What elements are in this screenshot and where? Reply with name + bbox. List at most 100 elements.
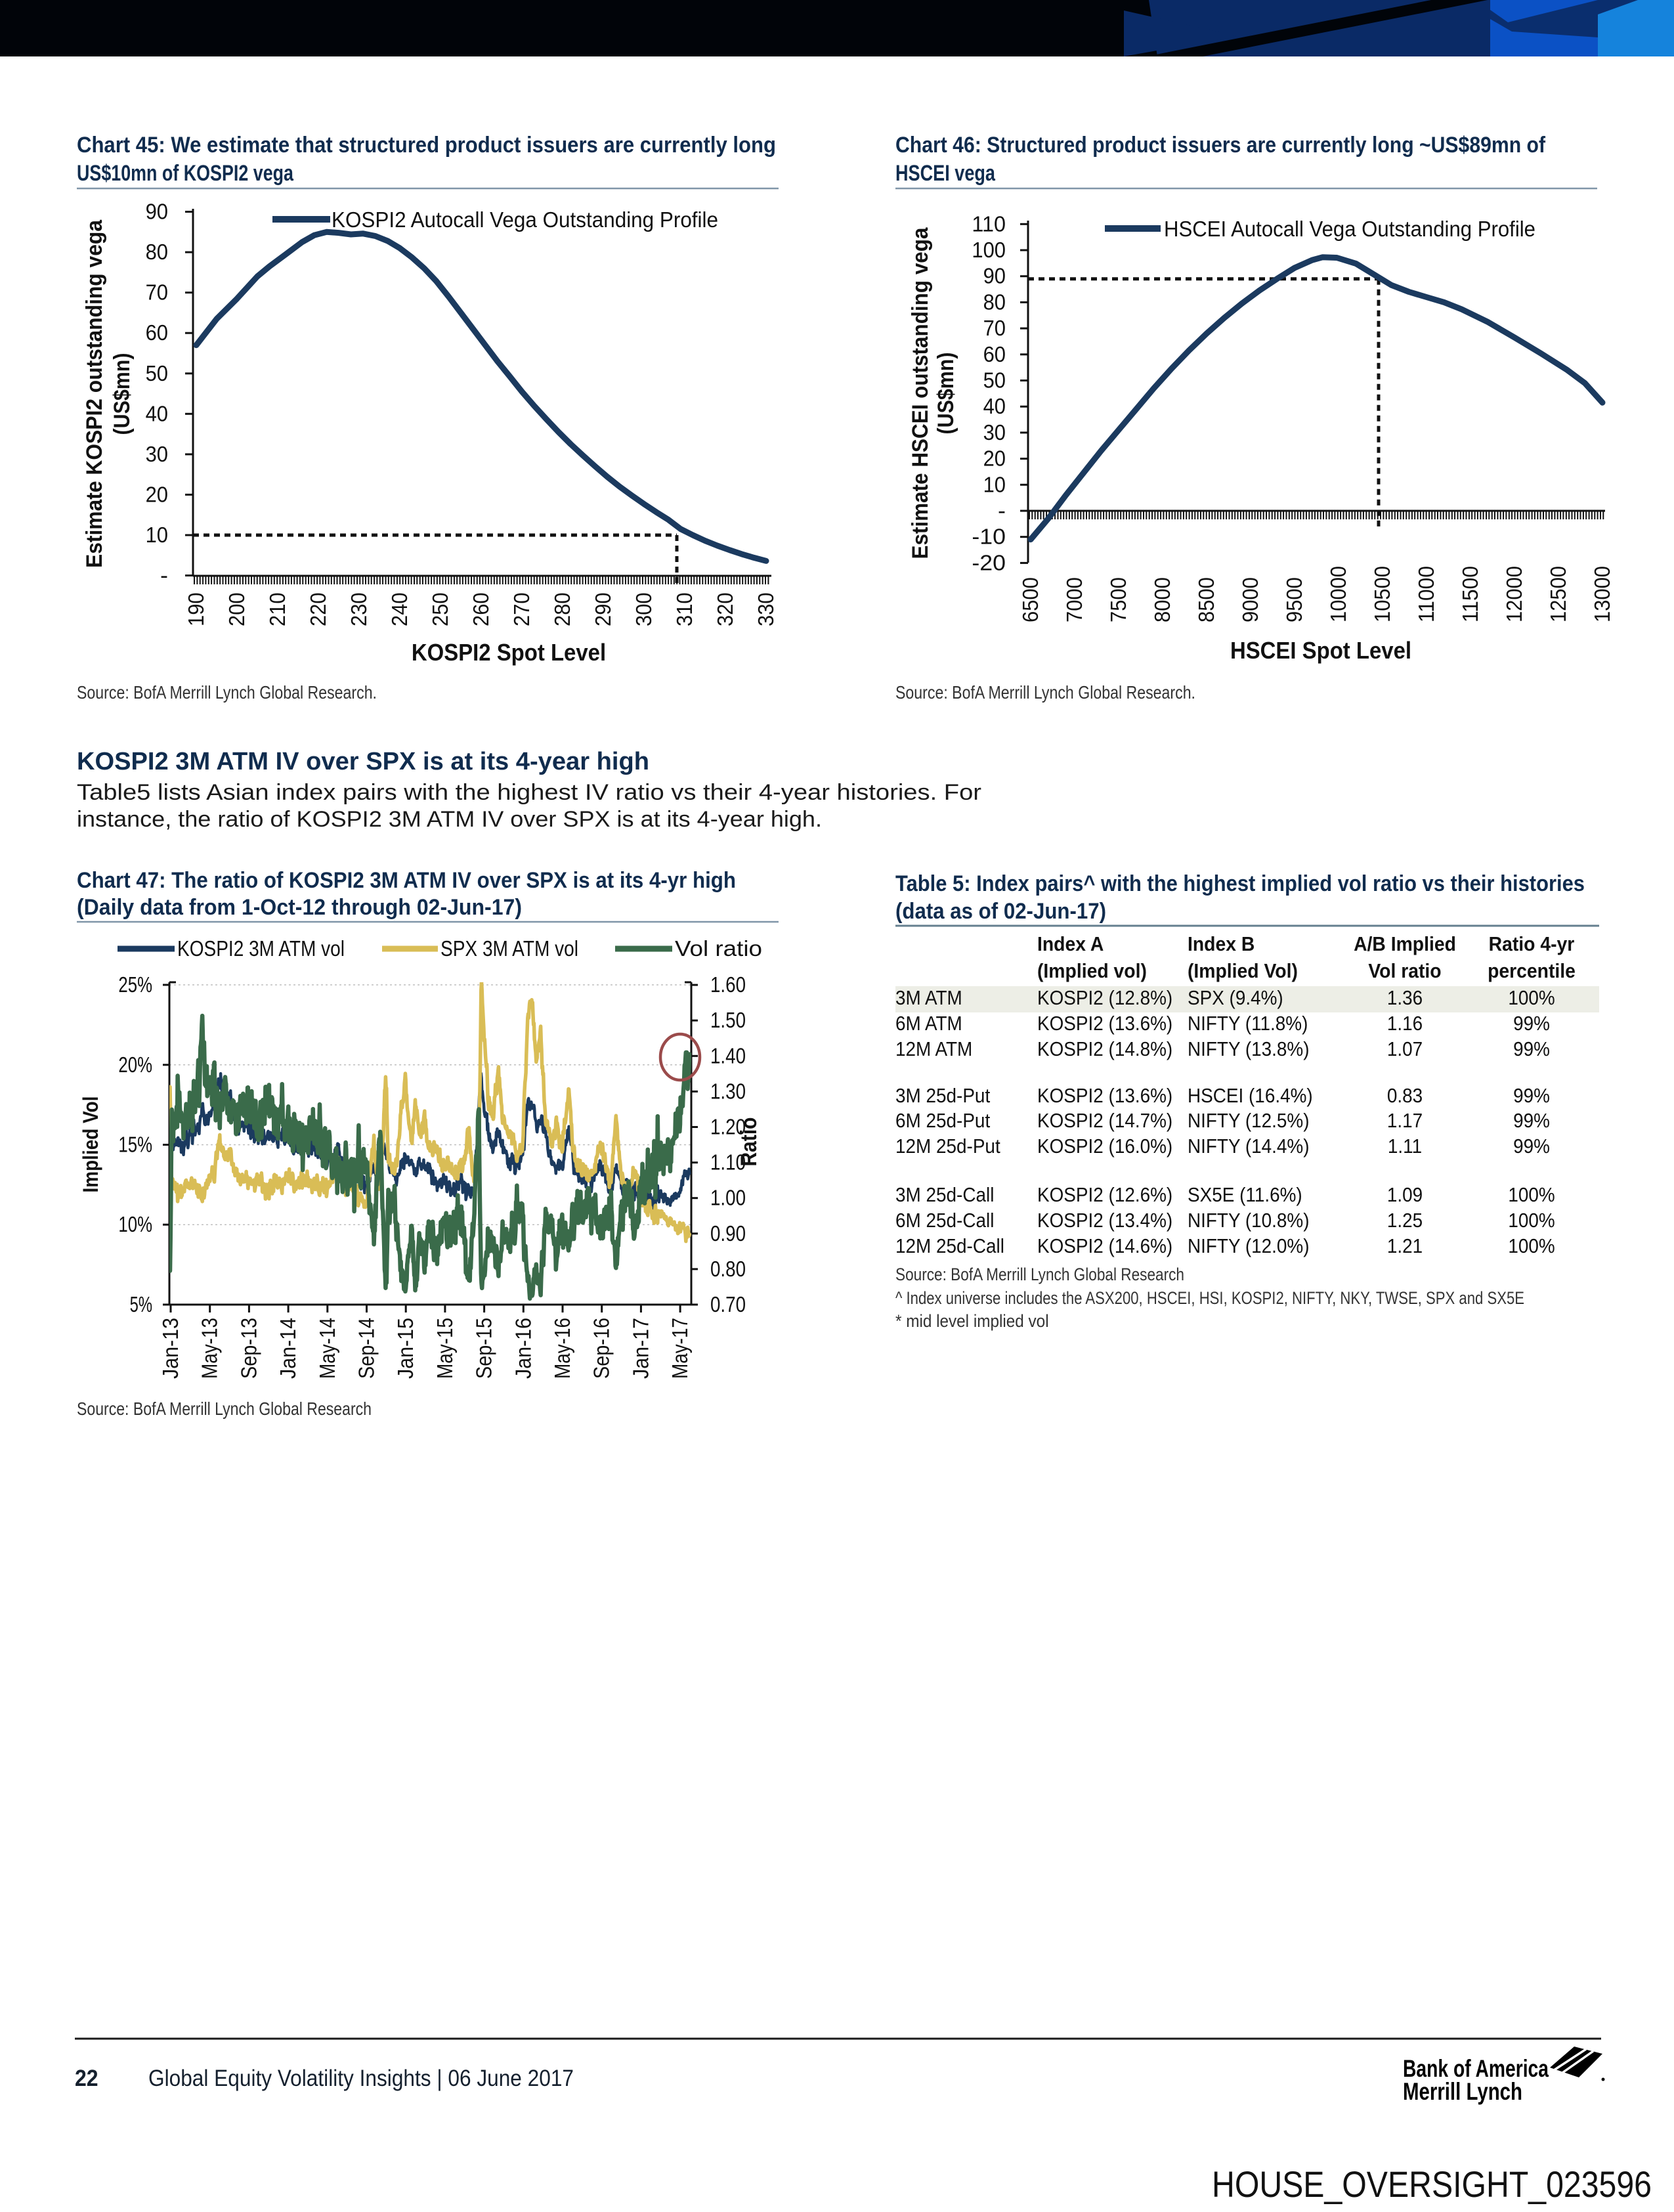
svg-text:NIFTY (11.8%): NIFTY (11.8%) (1188, 1012, 1308, 1035)
svg-text:1.40: 1.40 (710, 1043, 746, 1068)
svg-text:^ Index universe includes the: ^ Index universe includes the ASX200, HS… (895, 1288, 1524, 1308)
svg-text:11500: 11500 (1458, 566, 1482, 622)
svg-text:10: 10 (146, 523, 168, 547)
svg-text:SPX (9.4%): SPX (9.4%) (1188, 986, 1283, 1009)
svg-text:1.09: 1.09 (1387, 1183, 1423, 1206)
svg-text:12000: 12000 (1502, 566, 1526, 622)
svg-text:20: 20 (983, 446, 1006, 471)
svg-text:22: 22 (75, 2066, 98, 2091)
svg-text:5%: 5% (130, 1292, 152, 1316)
svg-text:(Daily data from 1-Oct-12 thro: (Daily data from 1-Oct-12 through 02-Jun… (77, 895, 522, 920)
svg-text:0.80: 0.80 (710, 1257, 746, 1281)
svg-text:(US$mn): (US$mn) (110, 353, 135, 435)
svg-text:10: 10 (983, 472, 1006, 496)
svg-text:30: 30 (983, 420, 1006, 445)
svg-text:100%: 100% (1508, 986, 1555, 1009)
svg-text:280: 280 (550, 592, 574, 626)
svg-text:30: 30 (146, 442, 168, 466)
svg-text:90: 90 (146, 200, 168, 224)
svg-text:Vol ratio: Vol ratio (675, 936, 762, 961)
svg-text:Source: BofA Merrill Lynch Glo: Source: BofA Merrill Lynch Global Resear… (895, 1265, 1184, 1284)
svg-text:12M 25d-Call: 12M 25d-Call (895, 1234, 1004, 1257)
svg-text:25%: 25% (118, 972, 152, 997)
svg-text:Source: BofA Merrill Lynch Glo: Source: BofA Merrill Lynch Global Resear… (77, 1399, 372, 1419)
svg-text:1.20: 1.20 (710, 1115, 746, 1139)
svg-text:Chart 45: We estimate that str: Chart 45: We estimate that structured pr… (77, 133, 776, 158)
svg-text:7000: 7000 (1062, 577, 1086, 622)
svg-text:99%: 99% (1513, 1084, 1550, 1107)
svg-text:KOSPI2 (13.4%): KOSPI2 (13.4%) (1037, 1209, 1172, 1232)
svg-text:Sep-15: Sep-15 (472, 1318, 496, 1379)
svg-text:99%: 99% (1513, 1135, 1550, 1158)
svg-text:8000: 8000 (1150, 577, 1174, 622)
svg-text:Ratio: Ratio (737, 1117, 762, 1167)
svg-text:KOSPI2 (14.6%): KOSPI2 (14.6%) (1037, 1234, 1172, 1257)
svg-text:6500: 6500 (1018, 577, 1042, 622)
svg-text:NIFTY (13.8%): NIFTY (13.8%) (1188, 1037, 1310, 1060)
svg-text:KOSPI2 (14.7%): KOSPI2 (14.7%) (1037, 1109, 1172, 1132)
svg-text:Jan-13: Jan-13 (158, 1318, 182, 1379)
svg-text:1.11: 1.11 (1388, 1135, 1422, 1158)
svg-text:A/B Implied: A/B Implied (1354, 932, 1456, 955)
svg-text:1.17: 1.17 (1387, 1109, 1423, 1132)
svg-text:Jan-15: Jan-15 (393, 1318, 418, 1379)
svg-text:SPX 3M ATM vol: SPX 3M ATM vol (440, 936, 578, 961)
svg-text:KOSPI2 (14.8%): KOSPI2 (14.8%) (1037, 1037, 1172, 1060)
svg-text:Global Equity Volatility Insig: Global Equity Volatility Insights | 06 J… (148, 2066, 574, 2091)
svg-text:KOSPI2 (13.6%): KOSPI2 (13.6%) (1037, 1084, 1172, 1107)
svg-text:3M ATM: 3M ATM (895, 986, 962, 1009)
svg-text:Sep-13: Sep-13 (236, 1318, 261, 1379)
svg-text:40: 40 (983, 394, 1006, 418)
svg-text:9500: 9500 (1282, 577, 1306, 622)
svg-text:KOSPI2 3M ATM IV over SPX is a: KOSPI2 3M ATM IV over SPX is at its 4-ye… (77, 748, 649, 775)
svg-text:99%: 99% (1513, 1109, 1550, 1132)
svg-text:Jan-17: Jan-17 (628, 1318, 653, 1379)
svg-text:-10: -10 (972, 525, 1006, 549)
svg-text:10000: 10000 (1326, 566, 1350, 622)
svg-text:Vol ratio: Vol ratio (1368, 959, 1441, 982)
svg-text:Chart 47: The ratio of KOSPI2: Chart 47: The ratio of KOSPI2 3M ATM IV … (77, 868, 736, 893)
svg-text:US$10mn of KOSPI2 vega: US$10mn of KOSPI2 vega (77, 161, 294, 186)
svg-text:12500: 12500 (1546, 566, 1570, 622)
svg-text:KOSPI2 (12.8%): KOSPI2 (12.8%) (1037, 986, 1172, 1009)
svg-text:1.07: 1.07 (1387, 1037, 1423, 1060)
svg-text:40: 40 (146, 401, 168, 425)
svg-text:220: 220 (306, 592, 330, 626)
svg-text:1.36: 1.36 (1387, 986, 1423, 1009)
svg-text:50: 50 (146, 361, 168, 385)
svg-text:110: 110 (972, 211, 1006, 236)
svg-text:300: 300 (632, 592, 656, 626)
svg-text:3M 25d-Put: 3M 25d-Put (895, 1084, 991, 1107)
svg-text:Source: BofA Merrill Lynch Glo: Source: BofA Merrill Lynch Global Resear… (895, 682, 1195, 703)
svg-text:1.30: 1.30 (710, 1079, 746, 1103)
svg-text:(Implied vol): (Implied vol) (1037, 959, 1147, 982)
svg-text:50: 50 (983, 368, 1006, 393)
svg-text:1.16: 1.16 (1387, 1012, 1423, 1035)
svg-text:KOSPI2 (13.6%): KOSPI2 (13.6%) (1037, 1012, 1172, 1035)
svg-text:Table 5: Index pairs^ with the: Table 5: Index pairs^ with the highest i… (895, 871, 1585, 896)
svg-text:percentile: percentile (1488, 959, 1576, 982)
svg-text:12M ATM: 12M ATM (895, 1037, 972, 1060)
svg-text:11000: 11000 (1414, 566, 1438, 622)
svg-text:KOSPI2 Spot Level: KOSPI2 Spot Level (412, 639, 606, 666)
svg-text:6M 25d-Call: 6M 25d-Call (895, 1209, 994, 1232)
svg-text:310: 310 (672, 592, 697, 626)
svg-text:Chart 46: Structured product i: Chart 46: Structured product issuers are… (895, 133, 1546, 158)
svg-text:99%: 99% (1513, 1012, 1550, 1035)
svg-text:-20: -20 (972, 550, 1006, 575)
svg-text:Source: BofA Merrill Lynch Glo: Source: BofA Merrill Lynch Global Resear… (77, 682, 377, 703)
svg-text:Sep-14: Sep-14 (354, 1318, 379, 1379)
svg-text:10500: 10500 (1370, 566, 1394, 622)
svg-text:240: 240 (387, 592, 412, 626)
svg-text:90: 90 (983, 264, 1006, 288)
svg-text:3M 25d-Call: 3M 25d-Call (895, 1183, 994, 1206)
svg-text:HOUSE_OVERSIGHT_023596: HOUSE_OVERSIGHT_023596 (1212, 2163, 1652, 2205)
svg-text:1.50: 1.50 (710, 1008, 746, 1032)
svg-text:HSCEI Spot Level: HSCEI Spot Level (1230, 637, 1411, 664)
svg-text:100%: 100% (1508, 1234, 1555, 1257)
svg-text:80: 80 (146, 240, 168, 264)
svg-text:NIFTY (14.4%): NIFTY (14.4%) (1188, 1135, 1310, 1158)
svg-text:20%: 20% (118, 1052, 152, 1077)
svg-text:(Implied Vol): (Implied Vol) (1188, 959, 1298, 982)
svg-text:100: 100 (972, 238, 1006, 262)
